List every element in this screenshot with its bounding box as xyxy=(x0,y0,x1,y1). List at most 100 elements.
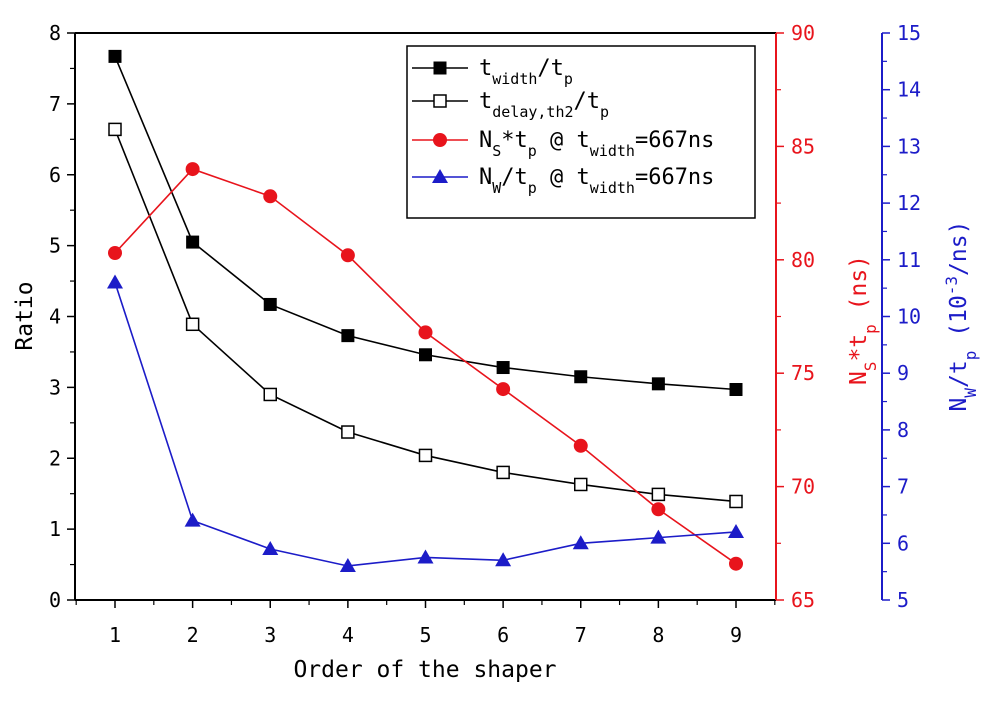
right2-tick-label: 14 xyxy=(897,78,921,102)
right1-axis-title-part: S xyxy=(861,362,880,372)
left-tick-label: 3 xyxy=(49,375,61,399)
triangle-marker xyxy=(650,529,667,544)
series-0 xyxy=(108,49,743,397)
square-marker xyxy=(496,361,510,375)
right1-tick-label: 65 xyxy=(791,588,815,612)
left-tick-label: 4 xyxy=(49,305,61,329)
x-tick-label: 8 xyxy=(652,623,664,647)
square-marker xyxy=(651,377,665,391)
left-axis-title: Ratio xyxy=(12,281,38,350)
square-marker xyxy=(574,370,588,384)
legend-box xyxy=(406,45,756,219)
right2-axis-title-part: p xyxy=(961,351,980,361)
right2-tick-label: 6 xyxy=(897,531,909,555)
open-square-marker xyxy=(729,494,743,509)
legend-item-0: twidth/tp xyxy=(412,56,573,88)
series-layer xyxy=(107,49,744,572)
square-marker xyxy=(433,61,447,75)
circle-marker xyxy=(729,556,743,571)
open-square-marker xyxy=(418,448,433,463)
x-tick-label: 4 xyxy=(342,623,354,647)
legend-label-part: p xyxy=(528,179,537,197)
square-marker xyxy=(108,49,122,63)
legend-label-part: delay,th2 xyxy=(492,103,573,121)
x-tick-label: 5 xyxy=(419,623,431,647)
right1-axis-title-part: p xyxy=(861,324,880,334)
x-tick-label: 6 xyxy=(497,623,509,647)
circle-marker xyxy=(418,325,433,340)
circle-marker xyxy=(263,189,278,204)
open-square-marker xyxy=(185,317,200,332)
circle-marker xyxy=(340,248,355,263)
triangle-marker xyxy=(572,535,589,550)
legend-label-part: *t xyxy=(501,128,528,153)
right1-tick-label: 75 xyxy=(791,361,815,385)
open-square-marker xyxy=(341,425,355,439)
legend-label: twidth/tp xyxy=(479,56,573,88)
legend-label-part: width xyxy=(590,179,635,197)
right2-axis-title-part: /ns) xyxy=(946,221,972,276)
legend-label-part: /t xyxy=(537,56,564,81)
right1-tick-label: 70 xyxy=(791,475,815,499)
open-square-marker xyxy=(496,465,510,480)
triangle-marker xyxy=(417,549,434,564)
right2-tick-label: 9 xyxy=(897,361,909,385)
legend-label-part: =667ns xyxy=(635,165,714,190)
legend-label-part: width xyxy=(590,142,635,160)
circle-marker xyxy=(433,133,447,147)
left-tick-label: 5 xyxy=(49,234,61,258)
left-tick-label: 0 xyxy=(49,588,61,612)
legend-label-part: N xyxy=(479,128,492,153)
right2-tick-label: 15 xyxy=(897,21,921,45)
legend-label-part: p xyxy=(564,70,573,88)
legend-label-part: /t xyxy=(574,89,601,114)
right2-axis-title-part: /t xyxy=(946,360,972,388)
right1-axis-title-part: (ns) xyxy=(846,255,872,324)
legend-label-part: p xyxy=(528,142,537,160)
right2-tick-label: 5 xyxy=(897,588,909,612)
square-marker xyxy=(263,297,277,311)
right1-tick-label: 80 xyxy=(791,248,815,272)
open-square-marker xyxy=(263,387,277,402)
circle-marker xyxy=(496,382,511,397)
right2-tick-label: 11 xyxy=(897,248,921,272)
square-marker xyxy=(341,329,355,343)
left-tick-label: 8 xyxy=(49,21,61,45)
right2-axis-title-part: (10 xyxy=(946,295,972,350)
legend-label: NS*tp @ twidth=667ns xyxy=(479,128,714,160)
right2-axis-title-text: NW/tp (10-3/ns) xyxy=(942,221,980,412)
x-axis-title: Order of the shaper xyxy=(293,657,556,683)
square-marker xyxy=(729,383,743,397)
right1-axis-title: NS*tp (ns) xyxy=(846,255,880,385)
x-tick-label: 7 xyxy=(575,623,587,647)
legend-label-part: p xyxy=(600,103,609,121)
right2-tick-label: 8 xyxy=(897,418,909,442)
legend-label-part: /t xyxy=(501,165,528,190)
legend-label-part: W xyxy=(492,179,502,197)
left-tick-label: 7 xyxy=(49,92,61,116)
right2-axis-title-part: -3 xyxy=(942,276,961,295)
circle-marker xyxy=(573,438,588,453)
legend-label-part: width xyxy=(492,70,537,88)
triangle-marker xyxy=(107,274,123,289)
circle-marker xyxy=(651,502,666,517)
triangle-marker xyxy=(728,523,744,538)
right2-tick-label: 12 xyxy=(897,191,921,215)
legend-label-part: @ t xyxy=(537,165,590,190)
triangle-marker xyxy=(339,557,356,572)
right2-axis-title-part: N xyxy=(946,398,972,412)
right1-tick-label: 90 xyxy=(791,21,815,45)
circle-marker xyxy=(185,162,200,177)
open-square-marker xyxy=(574,477,588,492)
legend-item-3: NW/tp @ twidth=667ns xyxy=(412,165,714,197)
right2-tick-label: 13 xyxy=(897,134,921,158)
series-1 xyxy=(108,122,743,509)
right1-tick-label: 85 xyxy=(791,134,815,158)
axes-layer: 1 2 3 4 5 6 7 8 90123456786570758085905678910111… xyxy=(49,21,980,647)
left-tick-label: 2 xyxy=(49,446,61,470)
right1-axis-title-text: NS*tp (ns) xyxy=(846,255,880,385)
legend-label-part: =667ns xyxy=(635,128,714,153)
left-tick-label: 1 xyxy=(49,517,61,541)
